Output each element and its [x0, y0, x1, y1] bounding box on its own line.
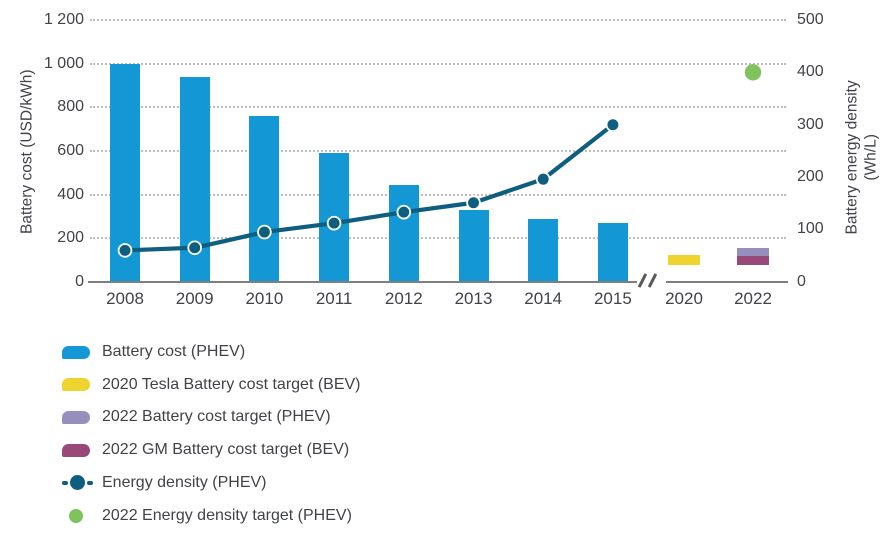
energy-density-target-dot — [744, 64, 762, 81]
bar-2015 — [597, 222, 628, 281]
marker-circle — [70, 475, 85, 491]
bar-swatch-icon — [62, 345, 96, 359]
gridline-200 — [90, 237, 786, 240]
line-marker-2011 — [326, 215, 342, 231]
bar-2013 — [458, 209, 489, 281]
x-label-2020: 2020 — [665, 289, 703, 308]
x-label-2015: 2015 — [593, 289, 632, 308]
legend-label: 2022 GM Battery cost target (BEV) — [102, 441, 350, 459]
line-marker-2014 — [535, 171, 551, 187]
bar-2010 — [249, 115, 280, 281]
x-label-2013: 2013 — [454, 289, 493, 308]
line-marker-sample — [62, 475, 93, 491]
gridline-1 000 — [90, 62, 786, 65]
x-label-2010: 2010 — [245, 289, 284, 308]
swatch-blue — [62, 345, 90, 359]
right-tick-500: 500 — [797, 11, 824, 28]
swatch-yellow — [62, 378, 90, 392]
target-band-yellow — [668, 254, 700, 265]
legend-item-teal: Energy density (PHEV) — [62, 470, 267, 496]
line-marker-2012 — [396, 204, 412, 220]
line-marker-2015 — [605, 117, 621, 133]
line-marker-2009 — [187, 240, 203, 256]
marker-dash — [87, 480, 93, 485]
left-tick-200: 200 — [57, 229, 84, 247]
legend-label: 2020 Tesla Battery cost target (BEV) — [102, 375, 361, 393]
bar-swatch-icon — [62, 410, 96, 424]
right-tick-100: 100 — [797, 220, 824, 238]
left-tick-1 200: 1 200 — [43, 11, 84, 28]
x-label-2014: 2014 — [524, 289, 563, 308]
left-tick-800: 800 — [57, 98, 84, 116]
legend-label: 2022 Battery cost target (PHEV) — [102, 408, 331, 426]
swatch-light_purple — [62, 410, 90, 424]
right-tick-200: 200 — [797, 168, 824, 186]
line-marker-icon — [62, 475, 96, 491]
swatch-dark_purple — [62, 443, 90, 457]
left-tick-1 000: 1 000 — [43, 54, 84, 72]
bar-swatch-icon — [62, 443, 96, 457]
target-band-dark_purple — [737, 256, 769, 265]
legend-item-blue: Battery cost (PHEV) — [62, 339, 245, 365]
gridline-1 200 — [90, 19, 786, 21]
x-label-2008: 2008 — [106, 289, 144, 308]
target-band-light_purple — [737, 248, 769, 257]
right-tick-400: 400 — [797, 63, 824, 81]
right-tick-0: 0 — [797, 272, 806, 290]
x-axis-line-main — [88, 281, 637, 283]
legend-item-light_purple: 2022 Battery cost target (PHEV) — [62, 404, 331, 430]
line-marker-2013 — [466, 195, 481, 211]
line-marker-2010 — [257, 224, 272, 240]
bar-swatch-icon — [62, 378, 96, 392]
legend-label: Battery cost (PHEV) — [102, 343, 246, 360]
legend-item-green: 2022 Energy density target (PHEV) — [62, 503, 352, 529]
legend-item-dark_purple: 2022 GM Battery cost target (BEV) — [62, 437, 349, 463]
marker-dash — [62, 480, 68, 485]
legend-item-yellow: 2020 Tesla Battery cost target (BEV) — [62, 372, 361, 398]
x-label-2022: 2022 — [734, 289, 772, 308]
bar-2012 — [388, 184, 419, 281]
left-tick-400: 400 — [57, 185, 84, 203]
dot-icon — [62, 508, 96, 523]
right-tick-300: 300 — [797, 115, 824, 133]
legend-label: 2022 Energy density target (PHEV) — [102, 506, 352, 524]
gridline-600 — [90, 149, 786, 152]
gridline-400 — [90, 193, 786, 196]
x-label-2011: 2011 — [315, 289, 353, 308]
left-tick-0: 0 — [75, 272, 84, 290]
dot-green — [69, 508, 83, 523]
energy-density-line — [124, 123, 615, 253]
x-label-2012: 2012 — [384, 289, 423, 308]
x-axis-line-break — [666, 281, 788, 283]
left-tick-600: 600 — [57, 141, 84, 159]
legend-label: Energy density (PHEV) — [102, 473, 267, 491]
bar-2014 — [528, 218, 559, 281]
gridline-800 — [90, 106, 786, 109]
line-marker-2008 — [117, 243, 133, 258]
x-label-2009: 2009 — [175, 289, 214, 308]
